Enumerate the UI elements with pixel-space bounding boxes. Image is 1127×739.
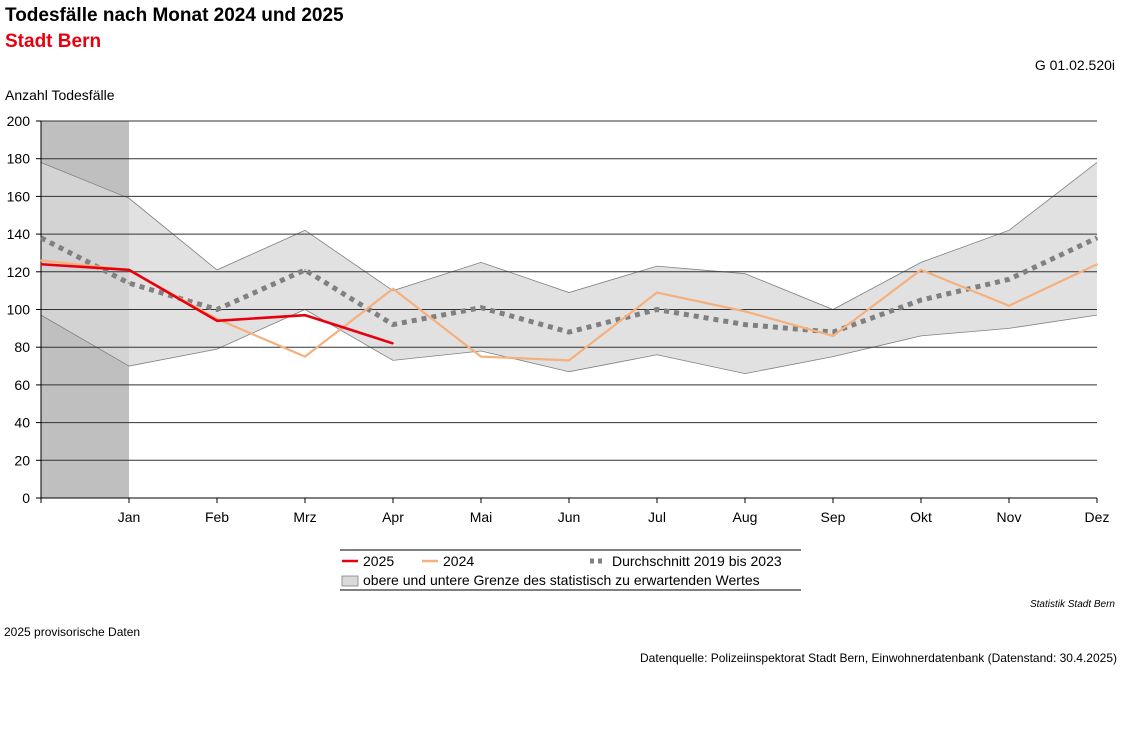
data-point [304, 314, 306, 316]
brand-credit: Statistik Stadt Bern [1029, 599, 1115, 610]
data-point [128, 269, 130, 271]
legend-label: 2025 [363, 553, 394, 569]
data-point [568, 359, 570, 362]
y-tick-label: 200 [7, 113, 31, 129]
chart-subtitle: Stadt Bern [5, 31, 102, 52]
y-tick-label: 100 [7, 302, 31, 318]
footnote: 2025 provisorische Daten [4, 625, 141, 639]
data-point [568, 331, 570, 333]
x-tick-label: Okt [910, 509, 932, 525]
x-tick-label: Jun [558, 509, 581, 525]
data-point [920, 299, 922, 301]
x-tick-label: Dez [1085, 509, 1110, 525]
legend-label: obere und untere Grenze des statistisch … [363, 572, 760, 588]
x-tick-label: Mrz [293, 509, 316, 525]
data-point [832, 331, 834, 333]
data-point [1008, 304, 1010, 307]
x-tick-label: Mai [470, 509, 493, 525]
y-tick-label: 140 [7, 226, 31, 242]
x-tick-label: Jul [648, 509, 666, 525]
data-point [480, 355, 482, 358]
data-point [656, 291, 658, 294]
data-point [744, 310, 746, 313]
data-point [1008, 278, 1010, 281]
graphic-code: G 01.02.520i [1034, 57, 1115, 73]
y-tick-label: 160 [7, 188, 31, 204]
y-tick-label: 120 [7, 264, 31, 280]
legend-label: 2024 [443, 553, 474, 569]
band-area [41, 162, 1097, 374]
data-point [392, 287, 394, 290]
data-point [304, 355, 306, 358]
x-tick-label: Aug [733, 509, 758, 525]
x-tick-label: Sep [821, 509, 846, 525]
gridlines [41, 120, 1097, 461]
data-point [744, 323, 746, 326]
x-tick-label: Nov [997, 509, 1022, 525]
data-point [920, 269, 922, 271]
data-point [40, 259, 42, 262]
y-tick-label: 60 [14, 377, 30, 393]
y-tick-label: 80 [14, 339, 30, 355]
y-tick-label: 0 [22, 490, 30, 506]
legend-label: Durchschnitt 2019 bis 2023 [612, 553, 782, 569]
data-point [304, 269, 306, 271]
tick-labels: 0 20 40 60 80 100 120 140 160 180 200 Jan Feb Mrz Apr M… [7, 113, 1110, 525]
legend-swatch-band [341, 575, 359, 587]
legend: 2025 2024 Durchschnitt 2019 bis 2023 obere … [340, 549, 801, 591]
y-tick-label: 40 [14, 415, 30, 431]
data-point [40, 263, 42, 266]
chart-canvas: 0 20 40 60 80 100 120 140 160 180 200 Jan Feb Mrz Apr M… [7, 113, 1110, 591]
data-point [216, 320, 218, 322]
series-lines [39, 235, 1099, 362]
x-tick-label: Jan [118, 509, 141, 525]
data-point [392, 342, 394, 345]
axes [36, 120, 1098, 503]
data-point [1096, 237, 1098, 239]
y-tick-label: 180 [7, 151, 31, 167]
data-point [832, 335, 834, 337]
y-tick-label: 20 [14, 452, 30, 468]
data-point [480, 306, 482, 309]
x-tick-label: Feb [205, 509, 229, 525]
data-point [1096, 263, 1098, 266]
data-point [40, 237, 42, 239]
expected-range-band [40, 162, 1098, 374]
data-source: Datenquelle: Polizeiinspektorat Stadt Be… [640, 651, 1117, 665]
chart-title: Todesfälle nach Monat 2024 und 2025 [5, 5, 344, 26]
data-point [216, 308, 218, 311]
data-point [128, 282, 130, 284]
data-point [392, 323, 394, 326]
band-upper-edge [40, 162, 1098, 310]
y-axis-label: Anzahl Todesfälle [5, 87, 115, 103]
x-tick-label: Apr [382, 509, 404, 525]
band-lower-edge [40, 309, 1098, 374]
data-point [656, 308, 658, 311]
